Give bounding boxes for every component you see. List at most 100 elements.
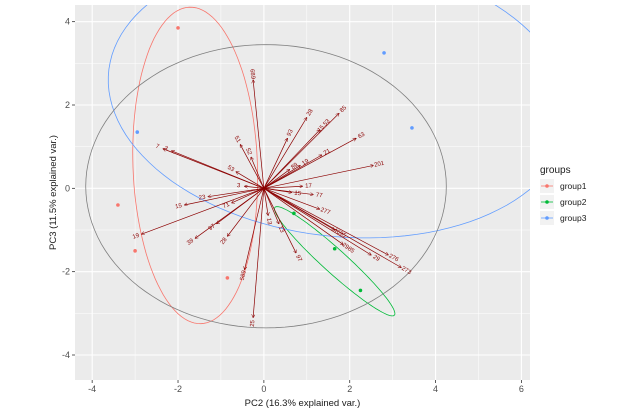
loading-label: 28 — [306, 108, 315, 117]
point-group2 — [332, 246, 337, 251]
point-group1 — [225, 276, 230, 280]
loading-label: 276 — [388, 253, 400, 263]
y-tick-label: 0 — [65, 183, 70, 193]
loading-label: 23 — [198, 195, 206, 202]
loading-arrow — [263, 138, 356, 189]
loading-label: 19 — [132, 233, 141, 241]
loading-label: 19 — [301, 158, 310, 167]
data-points — [116, 26, 414, 293]
ellipse-all — [85, 44, 447, 329]
loading-arrow — [251, 157, 265, 189]
ellipse-group1 — [132, 6, 258, 325]
legend-key-dot — [545, 184, 549, 188]
loading-label: 25 — [250, 319, 257, 327]
loading-arrow — [227, 188, 265, 236]
x-tick-label: 4 — [433, 384, 438, 394]
loading-arrow — [263, 155, 322, 189]
y-tick-label: 2 — [65, 100, 70, 110]
loading-arrow — [253, 80, 265, 189]
loading-arrow — [263, 138, 288, 189]
point-group1 — [176, 26, 180, 30]
loading-arrow — [263, 188, 388, 255]
x-tick-label: 2 — [347, 384, 352, 394]
loading-label: 589 — [240, 269, 248, 281]
ellipse-group2 — [274, 206, 396, 317]
x-tick-label: -4 — [88, 384, 96, 394]
loading-arrow — [263, 187, 313, 194]
point-group3 — [382, 51, 386, 55]
loading-label: 39 — [186, 238, 195, 247]
loading-arrow — [142, 188, 264, 234]
loading-arrow — [263, 188, 320, 209]
point-group1 — [116, 203, 120, 207]
loading-arrow — [263, 188, 335, 230]
x-tick-label: -2 — [174, 384, 182, 394]
point-group2 — [292, 211, 296, 216]
point-group2 — [358, 288, 363, 293]
loading-arrow — [263, 188, 296, 253]
loading-arrow — [263, 170, 290, 189]
loading-label: 15 — [175, 203, 183, 210]
loading-label: 689 — [248, 69, 255, 80]
loading-arrow — [172, 151, 264, 189]
y-axis-title: PC3 (11.5% explained var.) — [48, 135, 59, 250]
loading-label: 97 — [208, 223, 217, 232]
loading-label: 21 — [323, 148, 332, 157]
loading-label: 93 — [286, 128, 295, 137]
point-group1 — [133, 249, 137, 253]
loading-arrow — [232, 188, 265, 203]
loading-label: 63 — [357, 131, 366, 140]
loading-arrow — [263, 165, 300, 189]
group-ellipses — [85, 5, 530, 329]
x-axis-title: PC2 (16.3% explained var.) — [245, 398, 361, 409]
loading-label: 3 — [237, 183, 242, 189]
loading-label: 13 — [265, 218, 272, 226]
ellipse-group3 — [107, 5, 530, 239]
plot-panel — [75, 5, 530, 380]
loading-label: 15 — [294, 190, 302, 197]
loading-label: 201 — [374, 161, 386, 169]
loading-arrow — [263, 188, 343, 244]
loading-label: 51 — [233, 135, 242, 144]
legend-key-dot — [545, 200, 549, 204]
loading-arrow — [253, 188, 265, 317]
legend-label: group3 — [560, 213, 587, 223]
loading-arrow — [184, 187, 264, 205]
loading-label: 3 — [163, 146, 169, 153]
legend-label: group1 — [560, 181, 587, 191]
loading-arrow — [263, 186, 303, 189]
legend-label: group2 — [560, 197, 587, 207]
loading-label: 71 — [222, 202, 231, 210]
loading-label: 77 — [315, 193, 323, 200]
loading-arrow — [263, 188, 371, 255]
loading-label: 17 — [305, 183, 313, 189]
loading-arrow — [208, 187, 264, 196]
loading-label: 85 — [339, 105, 348, 114]
loading-arrow — [217, 188, 265, 223]
loading-arrow — [263, 188, 279, 223]
loading-arrow — [236, 172, 265, 189]
loading-label: 7 — [155, 144, 161, 151]
loading-arrow — [245, 188, 265, 269]
loading-arrow — [263, 165, 373, 189]
loading-arrow — [263, 118, 307, 189]
axis-ticks: -4 -2 0 2 4 6 -4 -2 0 2 4 — [62, 17, 524, 394]
loading-label: 97 — [294, 254, 303, 263]
loading-label: 28 — [220, 236, 229, 245]
loading-label: 13 — [277, 225, 285, 234]
loading-label: 277 — [319, 207, 331, 216]
x-tick-label: 6 — [519, 384, 524, 394]
y-tick-label: -4 — [62, 350, 70, 360]
point-group3 — [135, 130, 140, 134]
loading-label: 29 — [372, 254, 381, 263]
loading-arrow — [240, 145, 265, 189]
loading-label: 53 — [226, 165, 235, 174]
y-tick-label: -2 — [62, 267, 70, 277]
loading-label: 52 — [244, 148, 252, 157]
loading-arrow — [263, 188, 268, 215]
loading-label: 273 — [400, 266, 412, 277]
legend: groups group1 group2 group3 — [540, 165, 587, 225]
